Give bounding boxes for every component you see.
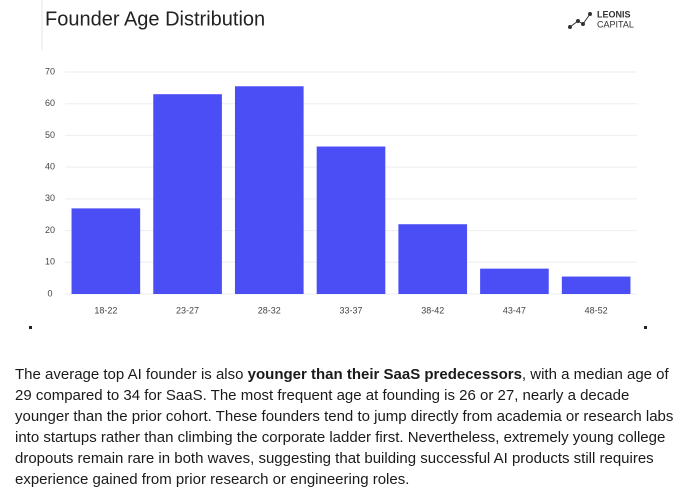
bar <box>561 276 631 294</box>
chart: Founder Age Distribution LEONIS CAPITAL … <box>29 0 647 329</box>
y-tick-label: 50 <box>45 130 55 140</box>
text: , with a median age of 29 compared to 34… <box>15 366 674 488</box>
x-tick-label: 33-37 <box>339 305 362 315</box>
y-tick-label: 60 <box>45 98 55 108</box>
y-tick-label: 20 <box>45 225 55 235</box>
bar <box>398 224 468 294</box>
marker <box>29 326 32 329</box>
y-tick-label: 10 <box>45 257 55 267</box>
bar <box>234 86 304 295</box>
bar <box>316 146 386 294</box>
logo-text: LEONIS <box>597 9 631 19</box>
bold-text: younger than their SaaS predecessors <box>247 366 522 383</box>
y-tick-label: 0 <box>47 288 52 298</box>
x-tick-label: 43-47 <box>503 305 526 315</box>
chart-title: Founder Age Distribution <box>45 8 265 30</box>
x-tick-label: 23-27 <box>176 305 199 315</box>
x-tick-label: 28-32 <box>258 305 281 315</box>
logo-text: CAPITAL <box>597 19 634 29</box>
bar <box>153 94 222 294</box>
y-tick-label: 40 <box>45 162 55 172</box>
x-tick-label: 38-42 <box>421 305 444 315</box>
y-tick-label: 30 <box>45 193 55 203</box>
y-tick-label: 70 <box>45 66 55 76</box>
paragraph: The average top AI founder is also young… <box>15 364 683 490</box>
bar <box>71 208 141 294</box>
marker <box>644 326 647 329</box>
x-tick-label: 48-52 <box>585 305 608 315</box>
x-tick-label: 18-22 <box>94 305 117 315</box>
logo-icon <box>568 12 592 29</box>
bar <box>480 268 549 294</box>
text: The average top AI founder is also <box>15 366 248 383</box>
